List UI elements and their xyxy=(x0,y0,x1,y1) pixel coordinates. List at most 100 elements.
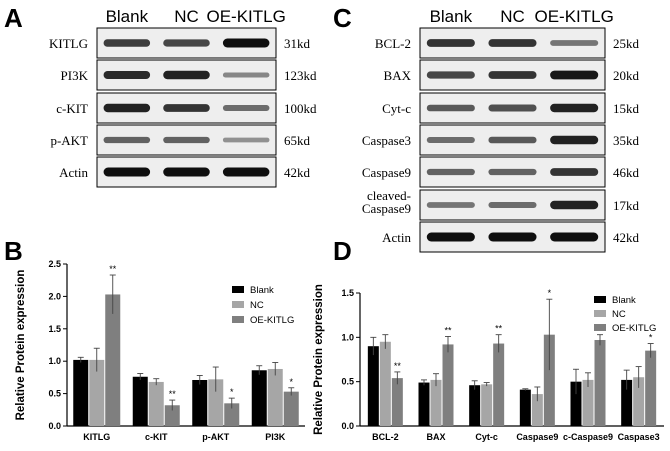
chart-d-bar xyxy=(570,381,582,426)
blot-a-size-label: 100kd xyxy=(284,101,317,116)
blot-a-band xyxy=(103,136,151,144)
chart-b-y-axis-label: Relative Protein expression xyxy=(15,270,27,421)
chart-b-legend-label: NC xyxy=(250,300,264,311)
blot-c-band xyxy=(488,136,537,144)
blot-a-protein-label: KITLG xyxy=(49,36,88,51)
blot-a-band xyxy=(163,136,210,144)
blot-c-size-label: 46kd xyxy=(613,165,640,180)
blot-c-band xyxy=(550,70,599,80)
blot-c-lane-label: NC xyxy=(500,7,525,26)
blot-c-band xyxy=(550,103,599,113)
chart-d-y-tick-label: 0.5 xyxy=(341,377,354,387)
blot-a-size-label: 42kd xyxy=(284,165,311,180)
blot-c-band xyxy=(550,135,599,145)
chart-d-legend-label: Blank xyxy=(612,295,636,306)
chart-d-significance-label: ** xyxy=(495,324,503,334)
chart-d-bar xyxy=(481,384,493,426)
chart-d-x-tick-label: c-Caspase9 xyxy=(563,432,613,442)
chart-b-legend-label: Blank xyxy=(250,285,274,296)
chart-d-bar xyxy=(442,344,454,426)
panel-letter-b: B xyxy=(4,236,23,266)
blot-c-band xyxy=(550,168,599,176)
chart-d-bar xyxy=(430,379,442,426)
blot-c-band xyxy=(426,137,475,143)
chart-b-bar xyxy=(267,368,283,426)
blot-c-size-label: 25kd xyxy=(613,36,640,51)
blot-c-band xyxy=(488,202,537,208)
chart-b-bar xyxy=(208,379,224,426)
blot-c-size-label: 42kd xyxy=(613,230,640,245)
blot-c-band xyxy=(426,202,475,208)
blot-c-protein-label: cleaved- xyxy=(367,188,411,203)
western-blot-panel-a: Blank NC OE-KITLG KITLG 31kd PI3K 123kd c-KIT 10… xyxy=(49,7,317,188)
blot-c-band xyxy=(426,71,475,79)
bar-chart-panel-b: 0.0 0.5 1.0 1.5 2.0 2.5 Relative Protein expre… xyxy=(15,259,305,442)
chart-b-legend-swatch xyxy=(232,316,244,323)
western-blot-panel-c: Blank NC OE-KITLG BCL-2 25kd BAX 20kd Cyt-c 15kd… xyxy=(362,7,640,253)
chart-b-significance-label: * xyxy=(289,377,293,387)
chart-b-bar xyxy=(251,370,267,426)
chart-d-legend-label: OE-KITLG xyxy=(612,323,656,334)
blot-a-size-label: 31kd xyxy=(284,36,311,51)
chart-d-legend-swatch xyxy=(594,310,606,317)
chart-b-y-tick-label: 2.5 xyxy=(48,259,61,269)
chart-b-bar xyxy=(73,359,89,426)
blot-c-band xyxy=(426,39,475,47)
chart-b-legend-label: OE-KITLG xyxy=(250,315,294,326)
chart-d-bar xyxy=(582,379,594,426)
chart-b-bar xyxy=(89,359,105,426)
chart-b-y-tick-label: 1.5 xyxy=(48,324,61,334)
blot-a-lane-label: OE-KITLG xyxy=(206,7,285,26)
chart-d-bar xyxy=(519,389,531,426)
chart-d-bar xyxy=(418,382,430,426)
blot-c-protein-label: BAX xyxy=(384,68,412,83)
blot-a-protein-label: Actin xyxy=(59,165,88,180)
chart-d-bar xyxy=(531,394,543,426)
blot-c-size-label: 15kd xyxy=(613,101,640,116)
chart-b-x-tick-label: KITLG xyxy=(83,432,110,442)
blot-a-band xyxy=(103,167,151,177)
chart-d-legend-swatch xyxy=(594,324,606,331)
chart-d-x-tick-label: BAX xyxy=(426,432,445,442)
chart-d-y-tick-label: 1.0 xyxy=(341,332,354,342)
chart-d-significance-label: ** xyxy=(444,325,452,335)
chart-b-legend-swatch xyxy=(232,301,244,308)
blot-a-size-label: 65kd xyxy=(284,133,311,148)
bar-chart-panel-d: 0.0 0.5 1.0 1.5 Relative Protein expression B… xyxy=(313,284,664,442)
blot-c-band xyxy=(488,104,537,112)
blot-c-lane-label: Blank xyxy=(430,7,473,26)
chart-b-bar xyxy=(192,379,208,426)
blot-c-band xyxy=(550,200,599,210)
chart-d-bar xyxy=(493,343,505,426)
blot-a-protein-label: c-KIT xyxy=(56,101,88,116)
blot-c-size-label: 35kd xyxy=(613,133,640,148)
blot-a-band xyxy=(163,167,210,177)
blot-c-size-label: 17kd xyxy=(613,198,640,213)
blot-a-band xyxy=(222,167,270,177)
blot-c-band xyxy=(488,168,537,176)
chart-d-bar xyxy=(391,378,403,426)
blot-a-band xyxy=(163,39,210,47)
chart-b-bar xyxy=(132,376,148,426)
chart-d-significance-label: * xyxy=(649,333,653,343)
blot-a-lane-label: NC xyxy=(174,7,199,26)
chart-d-significance-label: ** xyxy=(394,361,402,371)
blot-c-band xyxy=(488,39,537,47)
blot-c-protein-label: Caspase3 xyxy=(362,133,411,148)
blot-c-protein-label: Caspase9 xyxy=(362,201,411,216)
chart-d-bar xyxy=(645,350,657,426)
blot-a-band xyxy=(222,137,270,143)
chart-d-significance-label: * xyxy=(548,288,552,298)
chart-b-x-tick-label: p-AKT xyxy=(202,432,229,442)
chart-b-significance-label: ** xyxy=(109,264,117,274)
chart-d-bar xyxy=(379,341,391,426)
blot-a-band xyxy=(103,70,151,80)
blot-a-band xyxy=(222,38,270,48)
blot-c-lane-label: OE-KITLG xyxy=(534,7,613,26)
blot-a-band xyxy=(222,105,270,111)
chart-d-y-axis-label: Relative Protein expression xyxy=(313,284,325,435)
chart-d-y-tick-label: 0.0 xyxy=(341,421,354,431)
chart-b-legend-swatch xyxy=(232,286,244,293)
blot-c-protein-label: Cyt-c xyxy=(382,101,411,116)
